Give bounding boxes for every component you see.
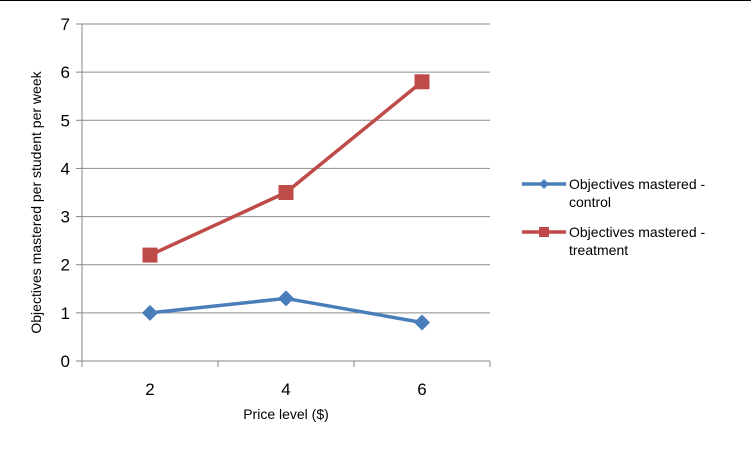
- data-point: [142, 247, 158, 263]
- y-tick-label: 7: [61, 15, 70, 34]
- y-tick-label: 4: [61, 159, 70, 178]
- y-tick-label: 1: [61, 304, 70, 323]
- y-tick-label: 0: [61, 352, 70, 371]
- y-tick-label: 2: [61, 256, 70, 275]
- legend-label: Objectives mastered -: [569, 176, 705, 192]
- legend-item: Objectives mastered - treatment: [522, 224, 705, 258]
- legend-marker: [539, 179, 549, 189]
- legend-label: treatment: [569, 242, 628, 258]
- legend-label: Objectives mastered -: [569, 224, 705, 240]
- data-point: [278, 290, 294, 307]
- y-axis-ticks: 0 1 2 3 4 5 6 7: [61, 15, 70, 371]
- y-tick-label: 3: [61, 208, 70, 227]
- x-axis-title: Price level ($): [243, 406, 329, 422]
- y-tick-label: 6: [61, 63, 70, 82]
- legend-marker: [539, 227, 549, 237]
- y-axis-title: Objectives mastered per student per week: [28, 70, 44, 333]
- data-point: [414, 74, 430, 90]
- data-point: [414, 314, 430, 331]
- legend-label: control: [569, 194, 611, 210]
- data-point: [142, 304, 158, 321]
- x-tick-label: 6: [417, 380, 426, 399]
- data-point: [278, 185, 294, 200]
- series-treatment: [142, 74, 430, 263]
- x-axis-ticks: 2 4 6: [145, 380, 426, 399]
- x-tick-label: 2: [145, 380, 154, 399]
- legend-item: Objectives mastered - control: [522, 176, 705, 210]
- y-tick-label: 5: [61, 111, 70, 130]
- series-layer: [142, 74, 430, 331]
- series-control: [142, 290, 430, 331]
- x-tick-label: 4: [281, 380, 290, 399]
